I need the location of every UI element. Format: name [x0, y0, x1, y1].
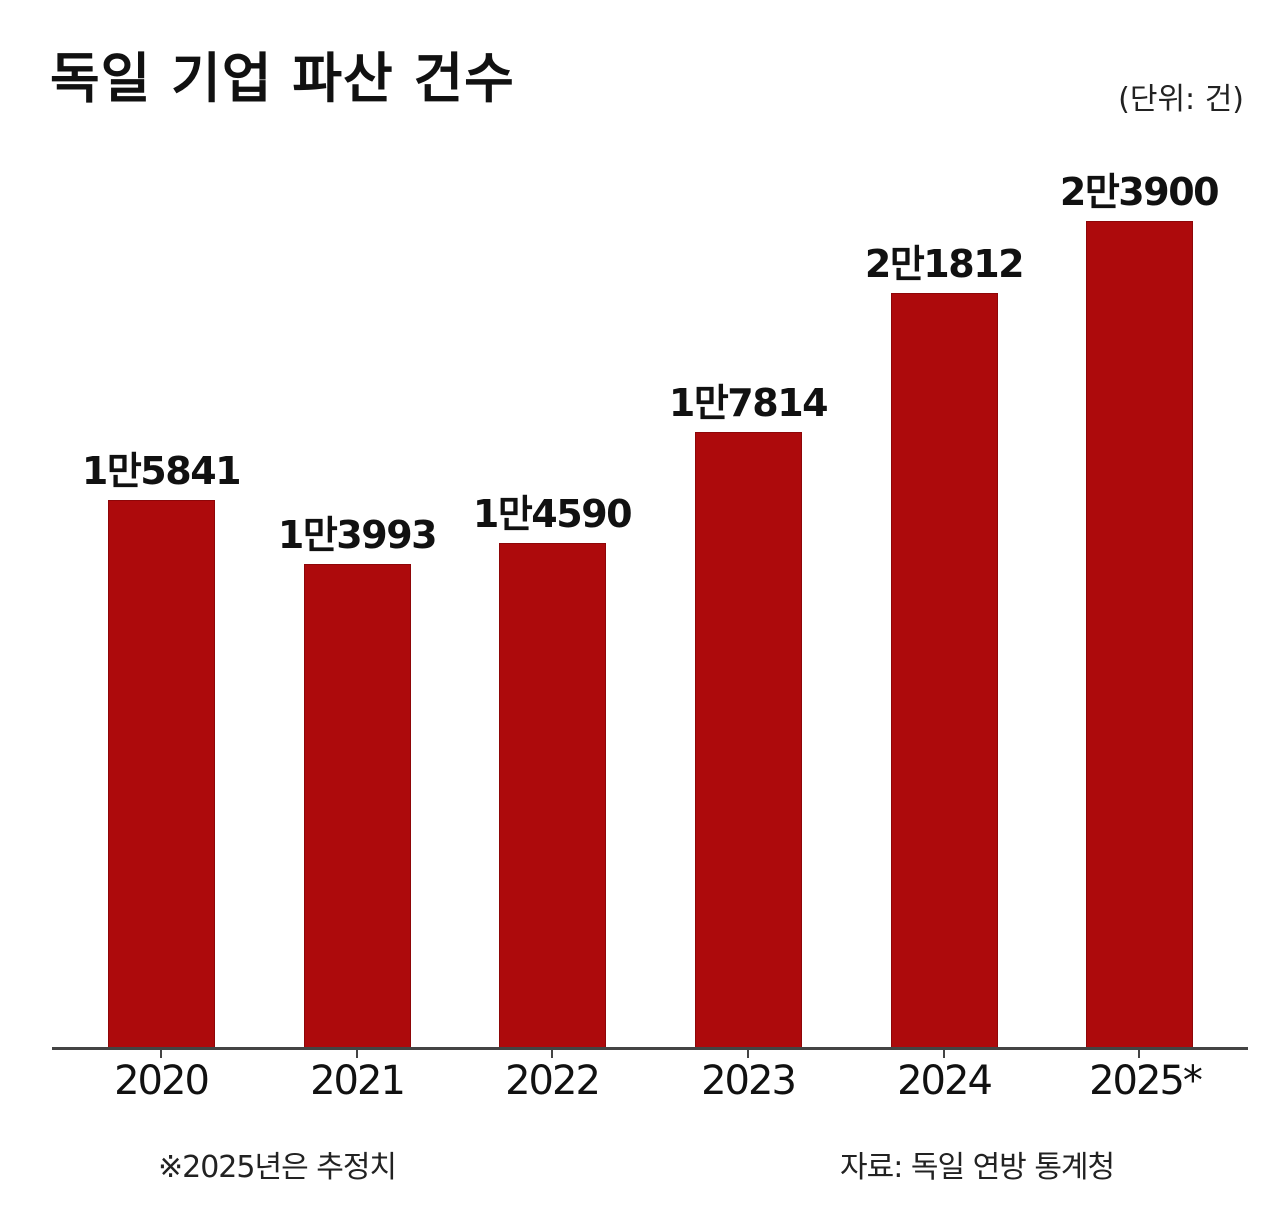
x-tick-label: 2022 — [505, 1058, 601, 1104]
data-label: 1만4590 — [472, 492, 633, 536]
unit-label: (단위: 건) — [1118, 82, 1244, 117]
bar-2020 — [107, 500, 215, 1048]
bar-2025 — [1085, 221, 1193, 1048]
chart-title: 독일 기업 파산 건수 — [50, 47, 515, 110]
data-label: 2만3900 — [1059, 170, 1220, 214]
x-tick-label: 2025* — [1089, 1058, 1203, 1104]
x-tick-label: 2021 — [310, 1058, 406, 1104]
x-tick — [943, 1050, 945, 1058]
bar-2024 — [890, 293, 998, 1048]
bar-2021 — [303, 564, 411, 1048]
x-tick — [747, 1050, 749, 1058]
bar-2023 — [694, 432, 802, 1048]
x-tick — [551, 1050, 553, 1058]
data-label: 1만3993 — [277, 513, 438, 557]
plot-area — [52, 0, 1248, 1048]
x-tick-label: 2020 — [114, 1058, 210, 1104]
x-tick-label: 2023 — [701, 1058, 797, 1104]
estimate-note: ※2025년은 추정치 — [158, 1150, 397, 1185]
x-tick — [356, 1050, 358, 1058]
x-tick — [1138, 1050, 1140, 1058]
bar-2022 — [498, 543, 606, 1048]
source-credit: 자료: 독일 연방 통계청 — [840, 1150, 1115, 1185]
x-tick — [160, 1050, 162, 1058]
data-label: 1만7814 — [668, 381, 829, 425]
x-tick-label: 2024 — [897, 1058, 993, 1104]
data-label: 1만5841 — [81, 449, 242, 493]
data-label: 2만1812 — [864, 242, 1025, 286]
x-axis-line — [52, 1047, 1248, 1050]
